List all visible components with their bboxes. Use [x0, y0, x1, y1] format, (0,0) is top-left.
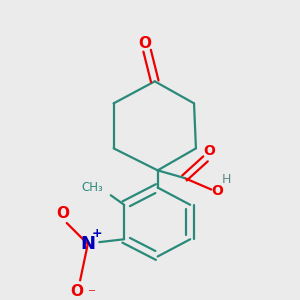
- Text: O: O: [56, 206, 69, 221]
- Text: CH₃: CH₃: [81, 181, 103, 194]
- Text: O: O: [139, 36, 152, 51]
- Text: O: O: [70, 284, 83, 299]
- Text: N: N: [80, 235, 95, 253]
- Text: +: +: [92, 227, 103, 240]
- Text: ⁻: ⁻: [88, 286, 96, 300]
- Text: O: O: [211, 184, 223, 198]
- Text: H: H: [222, 173, 231, 186]
- Text: O: O: [203, 144, 215, 158]
